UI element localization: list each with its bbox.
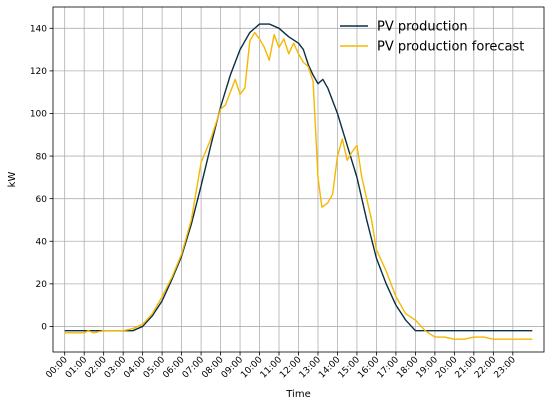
series-lines xyxy=(64,23,533,340)
legend: PV production PV production forecast xyxy=(340,20,524,55)
y-axis-label: kW xyxy=(7,172,18,188)
series-line-1 xyxy=(64,23,533,332)
x-tick-label: 23:00 xyxy=(493,355,519,381)
legend-label-1: PV production xyxy=(377,20,468,35)
x-axis-label: Time xyxy=(285,389,310,400)
series-line-2 xyxy=(64,31,533,340)
y-tick-label: 40 xyxy=(36,237,48,247)
y-tick-label: 0 xyxy=(41,323,47,333)
axis-ticks: 00:0001:0002:0003:0004:0005:0006:0007:00… xyxy=(30,24,518,380)
y-tick-label: 140 xyxy=(30,24,47,34)
legend-label-2: PV production forecast xyxy=(377,40,524,55)
y-tick-label: 120 xyxy=(30,67,47,77)
y-tick-label: 80 xyxy=(36,152,48,162)
y-tick-label: 100 xyxy=(30,110,47,120)
y-tick-label: 20 xyxy=(36,280,48,290)
y-tick-label: 60 xyxy=(36,195,48,205)
grid xyxy=(53,7,544,352)
